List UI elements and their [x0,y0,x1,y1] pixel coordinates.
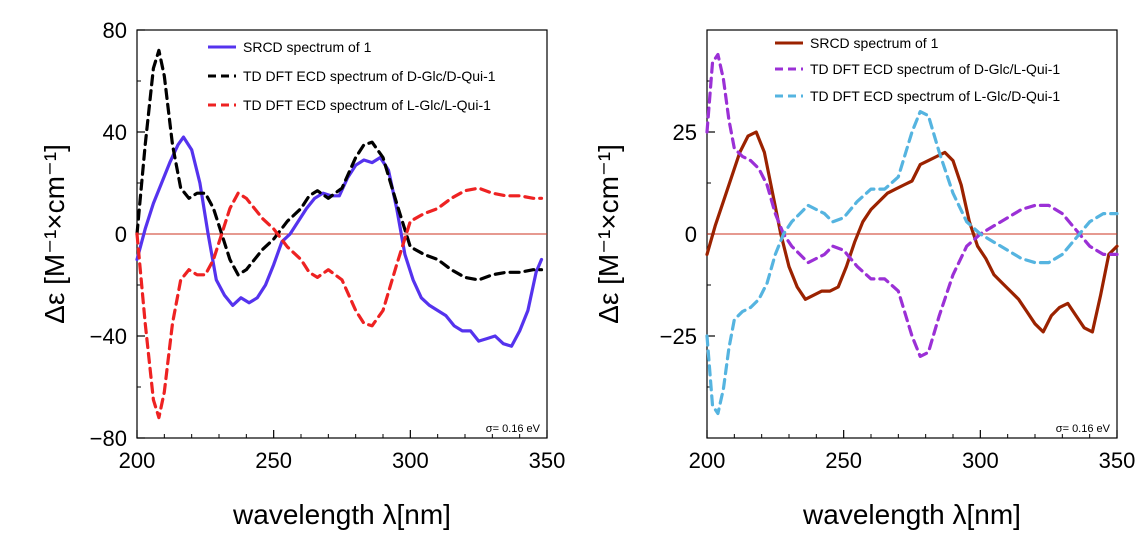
right-legend-label-1: SRCD spectrum of 1 [810,35,939,51]
right-x-tick-label: 250 [825,448,862,473]
left-series-line-3 [135,186,544,420]
right-legend-label-2: TD DFT ECD spectrum of D-Glc/L-Qui-1 [810,61,1060,77]
right-sigma-annotation: σ= 0.16 eV [1056,423,1111,435]
right-x-tick-label: 300 [962,448,999,473]
left-legend: SRCD spectrum of 1 TD DFT ECD spectrum o… [208,39,496,113]
right-series-line-3 [705,109,1119,416]
right-series-group [705,52,1119,416]
left-series-group [135,48,544,420]
left-series-line-1 [135,135,544,348]
right-y-tick-label: 0 [685,222,697,247]
left-series-line-2 [135,48,544,282]
left-x-tick-label: 350 [529,448,566,473]
left-sigma-annotation: σ= 0.16 eV [486,423,541,435]
right-y-tick-label: 25 [673,120,697,145]
right-series-line-1 [705,130,1119,334]
left-x-tick-label: 300 [392,448,429,473]
left-chart-panel: 200 250 300 350 80 40 0 −40 −80 SRCD spectrum of… [39,18,565,530]
left-axis-ticks: 200 250 300 350 80 40 0 −40 −80 [90,18,566,473]
left-y-tick-label: 80 [103,18,127,43]
left-x-tick-label: 250 [255,448,292,473]
right-x-axis-title: wavelength λ[nm] [802,499,1021,530]
right-legend: SRCD spectrum of 1 TD DFT ECD spectrum o… [775,35,1060,104]
left-y-tick-label: 40 [103,120,127,145]
right-series-line-2 [705,52,1119,358]
right-legend-label-3: TD DFT ECD spectrum of L-Glc/D-Qui-1 [810,88,1060,104]
right-x-tick-label: 200 [689,448,726,473]
left-x-tick-label: 200 [119,448,156,473]
left-y-tick-label: −40 [90,324,127,349]
left-legend-label-2: TD DFT ECD spectrum of D-Glc/D-Qui-1 [243,68,496,84]
left-legend-label-3: TD DFT ECD spectrum of L-Glc/L-Qui-1 [243,97,491,113]
right-x-tick-label: 350 [1099,448,1136,473]
right-y-axis-title: Δε [M⁻¹×cm⁻¹] [593,144,624,324]
left-y-tick-label: −80 [90,426,127,451]
right-y-tick-label: −25 [660,324,697,349]
left-legend-label-1: SRCD spectrum of 1 [243,39,372,55]
left-x-axis-title: wavelength λ[nm] [232,499,451,530]
left-y-axis-title: Δε [M⁻¹×cm⁻¹] [39,144,70,324]
left-y-tick-label: 0 [115,222,127,247]
